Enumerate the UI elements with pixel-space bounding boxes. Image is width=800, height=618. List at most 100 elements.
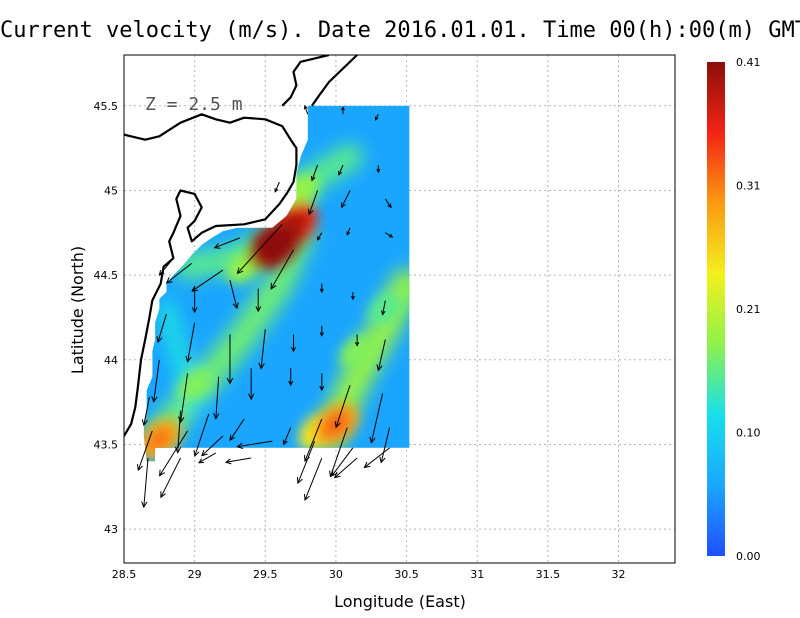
velocity-arrow: [159, 257, 174, 276]
speed-hotspot: [177, 368, 213, 402]
velocity-arrow: [377, 339, 386, 371]
velocity-arrow: [215, 376, 220, 419]
velocity-arrow: [304, 105, 309, 115]
velocity-arrow-head: [198, 458, 204, 464]
velocity-arrow-head: [201, 449, 208, 457]
velocity-arrow-head: [288, 380, 294, 387]
velocity-arrow-head: [380, 310, 386, 316]
velocity-arrow: [297, 440, 316, 484]
plot-frame: [123, 54, 676, 564]
velocity-arrow: [143, 457, 149, 508]
velocity-arrow: [308, 190, 319, 215]
velocity-arrow-head: [236, 267, 244, 275]
velocity-arrow: [237, 223, 283, 274]
x-tick-label: 32: [611, 568, 625, 581]
colorbar-tick-label: 0.00: [736, 550, 761, 563]
y-tick-label: 45.5: [94, 100, 119, 113]
velocity-arrow-head: [178, 416, 185, 424]
velocity-arrow-head: [376, 168, 381, 174]
velocity-arrow: [157, 313, 167, 343]
velocity-arrow: [334, 457, 358, 478]
velocity-arrow-head: [236, 442, 244, 449]
velocity-arrow-head: [291, 346, 297, 353]
velocity-arrow: [153, 359, 160, 402]
velocity-arrow: [385, 232, 393, 238]
x-axis-label: Longitude (East): [334, 592, 466, 611]
x-tick-label: 30: [329, 568, 343, 581]
velocity-arrow-head: [346, 231, 351, 236]
velocity-arrow: [143, 396, 150, 426]
velocity-arrow: [159, 430, 189, 476]
velocity-arrow: [229, 280, 238, 309]
velocity-arrow-head: [307, 208, 314, 216]
velocity-arrow-head: [191, 285, 199, 292]
y-tick-labels: 43 43.5 44 44.5 45 45.5: [94, 100, 119, 536]
velocity-arrow-head: [341, 106, 345, 111]
coastline-segment: [281, 55, 330, 107]
velocity-arrow-head: [341, 202, 346, 209]
velocity-arrow-head: [319, 385, 325, 392]
y-tick-label: 44.5: [94, 269, 119, 282]
velocity-vectors: [137, 104, 394, 509]
velocity-arrow: [160, 457, 181, 498]
velocity-arrow-head: [375, 116, 379, 121]
x-tick-label: 31.5: [536, 568, 561, 581]
velocity-arrow: [214, 237, 241, 249]
velocity-arrow-head: [369, 436, 376, 444]
velocity-arrow-head: [247, 393, 255, 401]
velocity-arrow-head: [160, 491, 166, 499]
velocity-arrow-head: [229, 434, 236, 442]
colorbar-tick-label: 0.10: [736, 427, 761, 440]
velocity-arrow: [137, 430, 153, 471]
velocity-arrow-head: [350, 295, 355, 301]
velocity-arrow: [329, 427, 348, 477]
velocity-arrow: [274, 181, 280, 192]
velocity-arrow-head: [304, 493, 310, 502]
velocity-arrow: [166, 262, 193, 284]
velocity-arrow-head: [185, 355, 192, 363]
velocity-arrow: [382, 300, 386, 315]
velocity-arrow-head: [137, 464, 143, 472]
speed-hotspot: [368, 293, 403, 325]
velocity-arrow-head: [151, 395, 158, 403]
velocity-arrow: [270, 249, 294, 290]
velocity-arrow-head: [333, 471, 341, 479]
velocity-arrow-head: [379, 456, 386, 464]
y-tick-label: 45: [104, 184, 118, 197]
velocity-arrow: [225, 457, 252, 463]
velocity-arrow-head: [363, 461, 371, 469]
velocity-arrow-head: [331, 469, 338, 477]
velocity-arrow-head: [388, 233, 394, 238]
velocity-arrow-head: [158, 269, 165, 276]
velocity-arrow: [229, 418, 245, 441]
velocity-arrow-head: [334, 421, 341, 429]
velocity-arrow-head: [274, 187, 279, 193]
velocity-arrow-head: [193, 450, 200, 458]
velocity-arrow-head: [159, 469, 165, 477]
velocity-arrow: [283, 427, 292, 445]
velocity-arrow: [311, 164, 319, 181]
colorbar-tick-label: 0.41: [736, 56, 761, 69]
coastline: [124, 55, 358, 437]
colorbar-tick-label: 0.31: [736, 180, 761, 193]
velocity-arrow: [304, 457, 323, 501]
velocity-arrow-head: [191, 307, 198, 314]
velocity-arrow: [380, 427, 391, 463]
velocity-arrow-head: [226, 377, 234, 385]
velocity-arrow-head: [224, 458, 232, 465]
velocity-arrow: [198, 452, 217, 464]
chart-title: Current velocity (m/s). Date 2016.01.01.…: [0, 18, 800, 43]
y-axis-label: Latitude (North): [68, 246, 87, 374]
coastline-segment: [124, 113, 298, 437]
velocity-arrow: [191, 269, 224, 292]
velocity-arrow: [317, 232, 323, 241]
velocity-arrow-head: [310, 175, 316, 182]
velocity-arrow: [260, 329, 266, 369]
velocity-arrow: [335, 385, 351, 428]
x-tick-labels: 28.5 29 29.5 30 30.5 31 31.5 32: [112, 568, 626, 581]
velocity-arrow: [370, 393, 384, 443]
velocity-arrow: [194, 413, 210, 457]
velocity-arrow-head: [376, 364, 383, 372]
x-tick-label: 29.5: [253, 568, 278, 581]
